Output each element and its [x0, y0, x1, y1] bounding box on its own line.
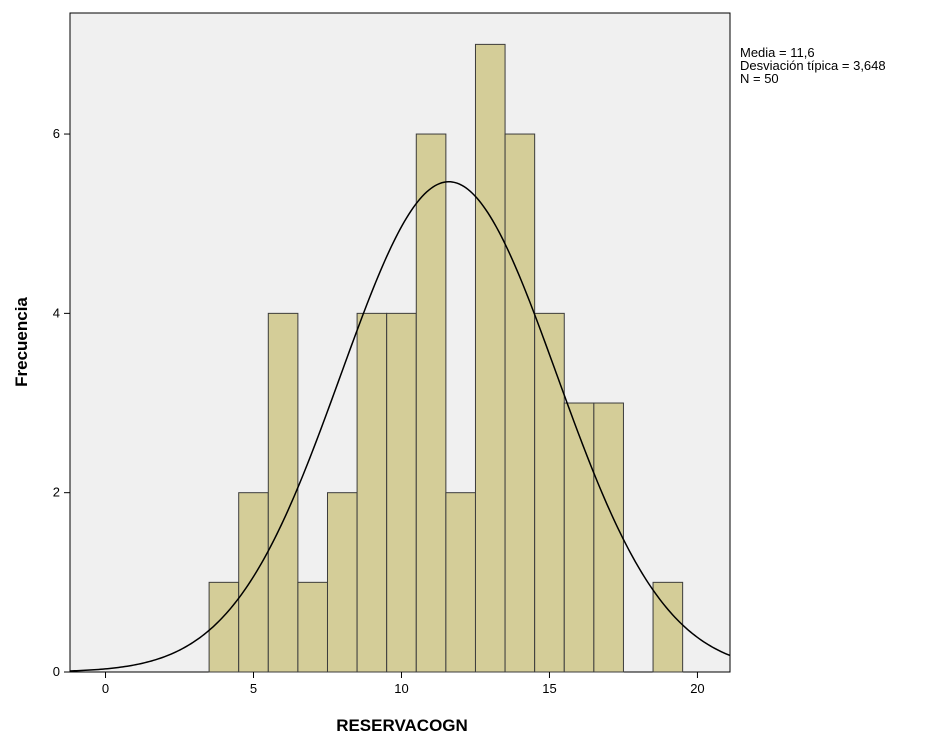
y-tick-label: 0: [53, 664, 60, 679]
histogram-bar: [445, 492, 476, 673]
histogram-bar: [238, 492, 269, 673]
histogram-bar: [474, 43, 506, 673]
histogram-bar: [563, 402, 595, 673]
normal-curve: [69, 180, 731, 672]
bars-group: [208, 43, 684, 673]
histogram-bar: [297, 581, 328, 673]
x-tick-label: 0: [102, 681, 109, 696]
y-axis-ticks: 0 2 4 6: [53, 126, 70, 679]
stats-n: N = 50: [740, 71, 779, 86]
stats-mean: Media = 11,6: [740, 45, 815, 60]
histogram-bar: [208, 581, 240, 673]
x-tick-label: 15: [542, 681, 556, 696]
x-tick-label: 5: [250, 681, 257, 696]
histogram-bar: [504, 133, 536, 673]
x-tick-label: 20: [690, 681, 704, 696]
x-axis-ticks: 0 5 10 15 20: [102, 672, 705, 696]
y-tick-label: 6: [53, 126, 60, 141]
histogram-bar: [415, 133, 447, 673]
stats-box: Media = 11,6 Desviación típica = 3,648 N…: [740, 46, 886, 85]
histogram-bar: [356, 312, 388, 673]
x-tick-label: 10: [394, 681, 408, 696]
stats-sd: Desviación típica = 3,648: [740, 58, 886, 73]
y-tick-label: 4: [53, 305, 60, 320]
y-axis-label: Frecuencia: [12, 297, 31, 387]
histogram-bar: [267, 312, 299, 673]
histogram-bar: [386, 312, 417, 673]
x-axis-label: RESERVACOGN: [336, 716, 468, 735]
histogram-bar: [326, 492, 358, 673]
histogram-bar: [534, 312, 565, 673]
y-tick-label: 2: [53, 485, 60, 500]
histogram-bar: [593, 402, 624, 673]
